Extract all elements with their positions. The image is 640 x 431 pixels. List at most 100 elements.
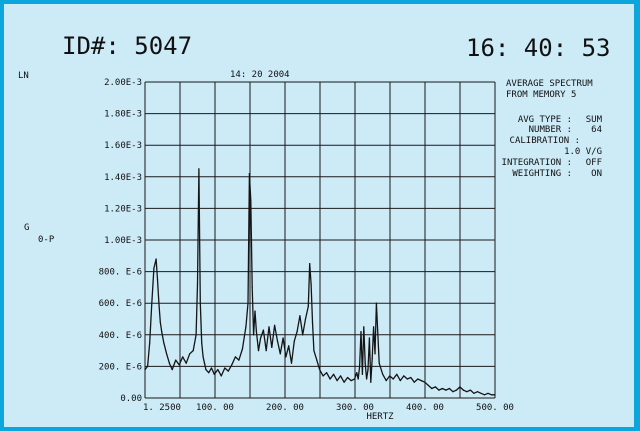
data-point: [196, 283, 199, 285]
data-point: [189, 353, 191, 355]
y-tick-label: 200. E-6: [99, 362, 142, 372]
info-title-line2: FROM MEMORY 5: [506, 90, 576, 100]
data-point: [424, 381, 426, 383]
data-point: [483, 394, 486, 396]
y-tick-label: 0.00: [120, 394, 142, 404]
data-point: [299, 315, 301, 317]
data-point: [307, 305, 309, 307]
data-point: [282, 337, 284, 339]
data-point: [245, 326, 247, 328]
data-point: [413, 381, 415, 383]
data-point: [276, 340, 279, 342]
data-point: [359, 365, 361, 367]
data-point: [304, 318, 307, 320]
data-point: [473, 392, 475, 394]
data-point: [253, 334, 255, 336]
data-point: [302, 334, 304, 336]
data-point: [487, 392, 489, 394]
data-point: [316, 359, 318, 361]
data-point: [360, 331, 362, 333]
avg-type-value: SUM: [586, 115, 603, 125]
analyzer-screen: ID#: 5047 16: 40: 53 14: 20 2004 LN G 0-…: [4, 4, 634, 427]
x-tick-label: 400. 00: [406, 403, 444, 413]
data-point: [445, 389, 447, 391]
data-point: [434, 386, 436, 388]
data-point: [363, 326, 365, 328]
x-axis-label: HERTZ: [366, 412, 394, 422]
info-panel: AVERAGE SPECTRUM FROM MEMORY 5 AVG TYPE …: [502, 79, 603, 179]
scale-label: LN: [18, 71, 29, 81]
weighting-label: WEIGHTING :: [512, 169, 572, 179]
trace-points: [144, 168, 496, 396]
info-title-line1: AVERAGE SPECTRUM: [506, 79, 593, 89]
y-tick-label: 800. E-6: [99, 268, 142, 278]
calibration-label: CALIBRATION :: [510, 136, 580, 146]
data-point: [255, 331, 257, 333]
data-point: [296, 331, 298, 333]
data-point: [319, 369, 321, 371]
data-point: [356, 372, 358, 374]
number-label: NUMBER :: [529, 125, 572, 135]
y-tick-label: 1.80E-3: [104, 110, 142, 120]
y-tick-label: 1.20E-3: [104, 204, 142, 214]
data-point: [254, 310, 256, 312]
data-point: [469, 389, 471, 391]
data-point: [371, 357, 373, 360]
data-point: [268, 326, 270, 328]
calibration-value: 1.0 V/G: [564, 147, 602, 157]
y-tick-labels: 0.00 200. E-6 400. E-6 600. E-6 800. E-6 1.00…: [99, 78, 142, 404]
data-point: [250, 199, 252, 202]
data-point: [406, 378, 408, 380]
data-point: [333, 373, 335, 375]
data-point: [329, 378, 331, 380]
data-point: [241, 348, 243, 350]
data-point: [357, 378, 359, 380]
data-point: [309, 263, 311, 265]
data-point: [192, 350, 194, 352]
data-point: [220, 375, 222, 377]
data-point: [285, 356, 287, 358]
x-tick-label: 300. 00: [336, 403, 374, 413]
data-point: [274, 324, 276, 326]
date-stamp: 14: 20 2004: [230, 70, 290, 80]
data-point: [213, 373, 215, 375]
data-point: [366, 378, 368, 380]
data-point: [271, 346, 273, 348]
data-point: [199, 302, 201, 304]
integration-value: OFF: [586, 158, 602, 168]
data-point: [373, 326, 375, 328]
data-point: [210, 367, 213, 369]
data-point: [203, 362, 206, 364]
data-point: [288, 345, 290, 347]
y-tick-label: 1.60E-3: [104, 141, 142, 151]
data-point: [185, 362, 187, 364]
data-point: [257, 350, 260, 352]
data-point: [227, 370, 229, 372]
data-point: [410, 376, 412, 379]
id-label: ID#: 5047: [62, 32, 192, 60]
y-tick-label: 1.00E-3: [104, 236, 142, 246]
data-point: [155, 258, 157, 260]
data-point: [310, 283, 312, 285]
data-point: [350, 380, 352, 382]
data-point: [217, 369, 219, 371]
y-tick-label: 1.40E-3: [104, 173, 142, 183]
time-readout: 16: 40: 53: [466, 34, 611, 62]
data-point: [438, 389, 440, 391]
data-point: [374, 353, 376, 355]
data-point: [144, 369, 146, 371]
spectrum-chart: ID#: 5047 16: 40: 53 14: 20 2004 LN G 0-…: [18, 32, 611, 422]
data-point: [151, 302, 153, 304]
data-point: [248, 173, 250, 175]
data-point: [322, 375, 324, 377]
weighting-value: ON: [591, 169, 602, 179]
data-point: [494, 394, 496, 396]
data-point: [336, 380, 338, 382]
y-tick-label: 400. E-6: [99, 331, 142, 341]
plot-grid: [144, 81, 496, 399]
data-point: [490, 394, 493, 396]
data-point: [224, 367, 226, 369]
data-point: [158, 302, 160, 304]
data-point: [452, 391, 454, 393]
data-point: [153, 267, 155, 269]
